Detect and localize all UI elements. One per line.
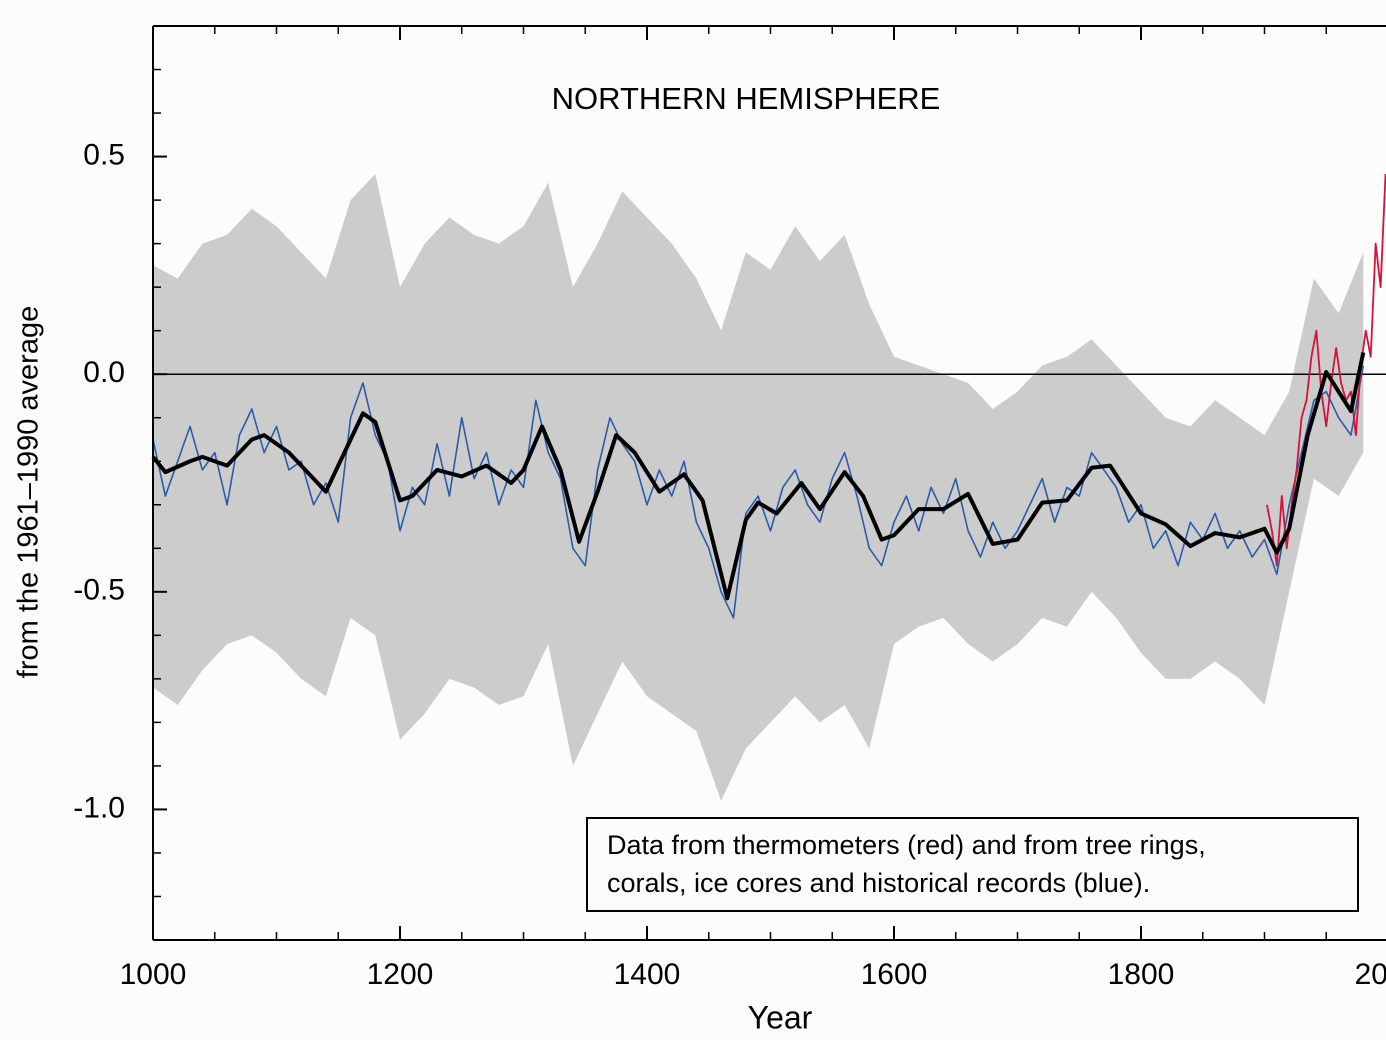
x-tick-label: 1400 — [614, 958, 681, 991]
x-tick-label: 1200 — [367, 958, 434, 991]
uncertainty-band — [153, 173, 1364, 801]
series-line — [151, 352, 1366, 601]
plot-area: 0.5 0.0 -0.5 -1.0 1000 1200 1400 1600 1800 2000 — [73, 25, 1386, 991]
series-line — [1266, 173, 1386, 567]
x-tick-label: 1000 — [120, 958, 187, 991]
annotation: corals, ice cores and historical records… — [607, 868, 1150, 898]
series-line — [152, 365, 1365, 619]
y-tick-label: 0.0 — [83, 356, 125, 389]
y-tick-label: -1.0 — [73, 791, 125, 824]
x-tick-label: 1600 — [861, 958, 928, 991]
y-tick-label: 0.5 — [83, 138, 125, 171]
x-axis-label: Year — [748, 999, 813, 1035]
annotation: Data from thermometers (red) and from tr… — [607, 830, 1206, 860]
annotation-box — [586, 817, 1359, 912]
y-tick-label: -0.5 — [73, 574, 125, 607]
x-tick-label: 1800 — [1108, 958, 1175, 991]
y-axis-label: from the 1961–1990 average — [13, 306, 45, 678]
x-tick-label: 2000 — [1355, 958, 1386, 991]
chart-title: NORTHERN HEMISPHERE — [552, 81, 941, 116]
